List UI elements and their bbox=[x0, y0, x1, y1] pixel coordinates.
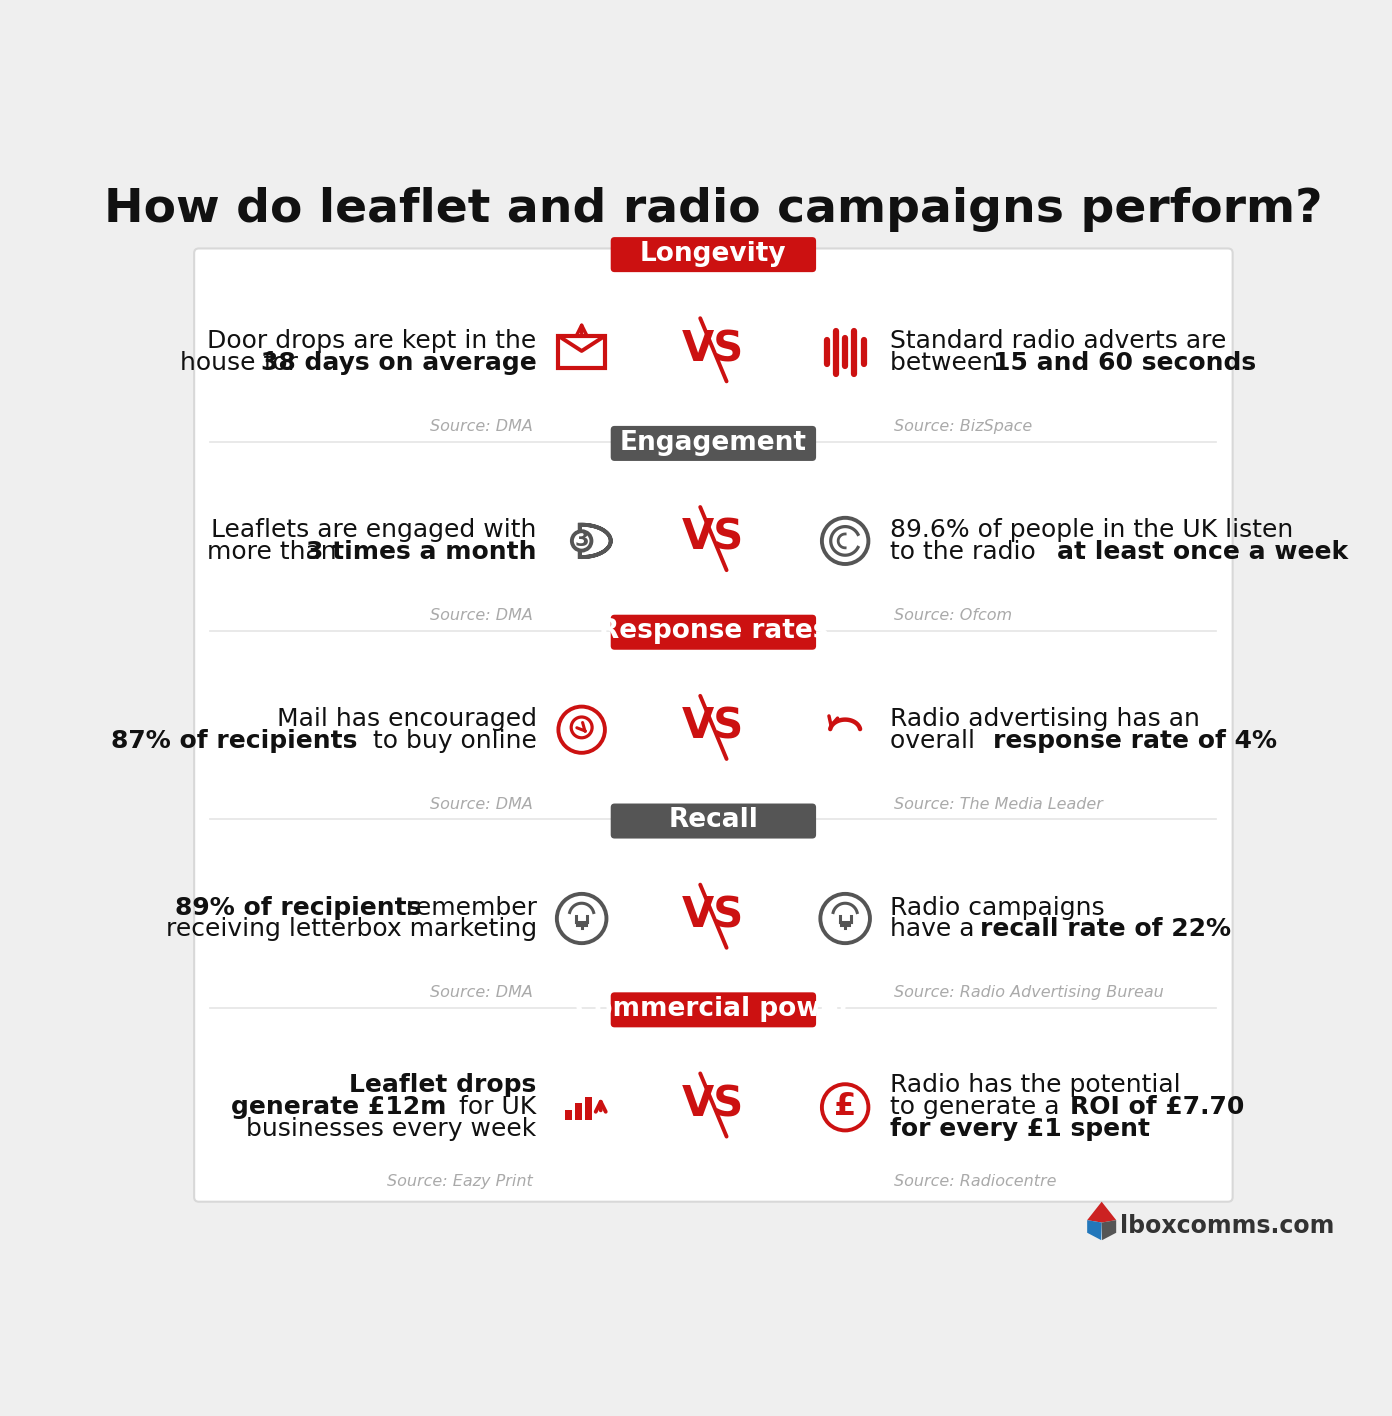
Text: Source: Ofcom: Source: Ofcom bbox=[894, 607, 1012, 623]
FancyBboxPatch shape bbox=[611, 803, 816, 838]
Text: Engagement: Engagement bbox=[619, 429, 807, 456]
Text: Source: The Media Leader: Source: The Media Leader bbox=[894, 797, 1102, 811]
Text: generate £12m: generate £12m bbox=[231, 1096, 447, 1119]
Text: Source: Radiocentre: Source: Radiocentre bbox=[894, 1174, 1057, 1189]
Text: Source: DMA: Source: DMA bbox=[430, 419, 533, 433]
Text: VS: VS bbox=[682, 1083, 745, 1126]
Text: Longevity: Longevity bbox=[640, 241, 786, 266]
Text: 3: 3 bbox=[575, 530, 589, 551]
Text: 15 and 60 seconds: 15 and 60 seconds bbox=[992, 351, 1256, 375]
FancyBboxPatch shape bbox=[611, 426, 816, 462]
Text: receiving letterbox marketing: receiving letterbox marketing bbox=[166, 918, 537, 942]
Text: 87% of recipients: 87% of recipients bbox=[110, 729, 356, 753]
Text: VS: VS bbox=[682, 705, 745, 748]
Text: 38 days on average: 38 days on average bbox=[260, 351, 537, 375]
Circle shape bbox=[557, 893, 607, 943]
Polygon shape bbox=[1087, 1202, 1116, 1222]
Text: How do leaflet and radio campaigns perform?: How do leaflet and radio campaigns perfo… bbox=[104, 187, 1322, 232]
Text: to buy online: to buy online bbox=[365, 729, 537, 753]
Text: 89.6% of people in the UK listen: 89.6% of people in the UK listen bbox=[889, 518, 1293, 542]
Text: Radio campaigns: Radio campaigns bbox=[889, 895, 1105, 919]
Text: Source: DMA: Source: DMA bbox=[430, 797, 533, 811]
Text: Mail has encouraged: Mail has encouraged bbox=[277, 707, 537, 731]
Text: Standard radio adverts are: Standard radio adverts are bbox=[889, 329, 1226, 353]
Text: Source: Radio Advertising Bureau: Source: Radio Advertising Bureau bbox=[894, 986, 1164, 1000]
Text: remember: remember bbox=[398, 895, 537, 919]
FancyBboxPatch shape bbox=[558, 336, 606, 368]
Bar bbox=[585, 1097, 592, 1120]
Text: more than: more than bbox=[206, 539, 344, 564]
Text: lboxcomms.com: lboxcomms.com bbox=[1119, 1214, 1334, 1238]
Circle shape bbox=[571, 716, 592, 738]
Text: Source: Eazy Print: Source: Eazy Print bbox=[387, 1174, 533, 1189]
Text: Response rates: Response rates bbox=[599, 619, 828, 644]
Text: Leaflets are engaged with: Leaflets are engaged with bbox=[212, 518, 537, 542]
Bar bbox=[575, 1103, 582, 1120]
FancyBboxPatch shape bbox=[611, 993, 816, 1028]
Polygon shape bbox=[1101, 1221, 1116, 1240]
Text: Door drops are kept in the: Door drops are kept in the bbox=[207, 329, 537, 353]
FancyBboxPatch shape bbox=[611, 615, 816, 650]
Polygon shape bbox=[1087, 1221, 1101, 1240]
Text: £: £ bbox=[834, 1092, 856, 1121]
Bar bbox=[565, 1110, 572, 1120]
Circle shape bbox=[821, 1085, 869, 1130]
Text: Source: BizSpace: Source: BizSpace bbox=[894, 419, 1033, 433]
Circle shape bbox=[820, 893, 870, 943]
Text: Source: DMA: Source: DMA bbox=[430, 986, 533, 1000]
Text: Leaflet drops: Leaflet drops bbox=[349, 1073, 537, 1097]
Text: Recall: Recall bbox=[668, 807, 759, 833]
Text: for every £1 spent: for every £1 spent bbox=[889, 1117, 1150, 1141]
Text: between: between bbox=[889, 351, 1006, 375]
Text: Radio advertising has an: Radio advertising has an bbox=[889, 707, 1200, 731]
Text: recall rate of 22%: recall rate of 22% bbox=[980, 918, 1231, 942]
Text: have a: have a bbox=[889, 918, 983, 942]
Text: overall: overall bbox=[889, 729, 983, 753]
Text: VS: VS bbox=[682, 329, 745, 370]
Text: 3 times a month: 3 times a month bbox=[306, 539, 537, 564]
Text: to the radio: to the radio bbox=[889, 539, 1044, 564]
Text: at least once a week: at least once a week bbox=[1057, 539, 1347, 564]
FancyBboxPatch shape bbox=[611, 236, 816, 272]
Text: VS: VS bbox=[682, 895, 745, 936]
Text: for UK: for UK bbox=[451, 1096, 537, 1119]
FancyBboxPatch shape bbox=[193, 248, 1233, 1202]
Circle shape bbox=[572, 531, 592, 551]
Text: Radio has the potential: Radio has the potential bbox=[889, 1073, 1180, 1097]
Circle shape bbox=[821, 518, 869, 564]
Text: Source: DMA: Source: DMA bbox=[430, 607, 533, 623]
Text: ROI of £7.70: ROI of £7.70 bbox=[1070, 1096, 1244, 1119]
Text: Commercial power: Commercial power bbox=[575, 995, 852, 1022]
Text: to generate a: to generate a bbox=[889, 1096, 1068, 1119]
Text: response rate of 4%: response rate of 4% bbox=[992, 729, 1276, 753]
Text: VS: VS bbox=[682, 517, 745, 559]
Circle shape bbox=[558, 707, 606, 753]
Text: house for: house for bbox=[180, 351, 306, 375]
Text: businesses every week: businesses every week bbox=[246, 1117, 537, 1141]
Text: 89% of recipients: 89% of recipients bbox=[175, 895, 422, 919]
Polygon shape bbox=[580, 525, 611, 556]
